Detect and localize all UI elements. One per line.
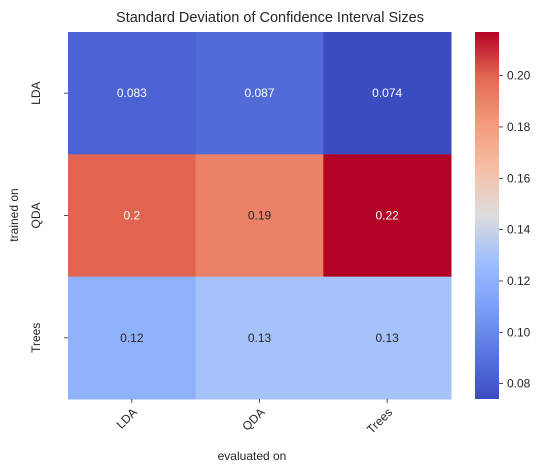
x-tick-label: QDA xyxy=(239,405,267,433)
heatmap-cell xyxy=(68,32,197,155)
cell-value-label: 0.22 xyxy=(375,209,399,223)
heatmap-cell xyxy=(323,154,452,278)
cell-value-label: 0.19 xyxy=(248,209,272,223)
colorbar-tick-label: 0.18 xyxy=(507,120,531,134)
colorbar-tick-label: 0.10 xyxy=(507,325,531,339)
colorbar-ticks: 0.08 0.10 0.12 0.14 0.16 0.18 0.20 xyxy=(499,69,531,391)
heatmap-cell xyxy=(195,276,324,400)
heatmap-cell xyxy=(323,276,452,400)
x-tick-label: LDA xyxy=(114,405,140,431)
colorbar-tick-label: 0.16 xyxy=(507,171,531,185)
colorbar xyxy=(475,32,499,399)
heatmap-cell xyxy=(195,32,324,155)
y-tick-label: Trees xyxy=(29,323,43,353)
colorbar-tick-label: 0.20 xyxy=(507,69,531,83)
chart-title: Standard Deviation of Confidence Interva… xyxy=(116,10,424,26)
x-axis-ticks: LDA QDA Trees xyxy=(114,399,395,437)
heatmap-cell xyxy=(68,276,197,400)
y-axis-ticks: LDA QDA Trees xyxy=(29,81,68,353)
cell-value-label: 0.087 xyxy=(244,86,274,100)
colorbar-tick-label: 0.12 xyxy=(507,274,531,288)
x-tick-label: Trees xyxy=(364,405,395,436)
colorbar-tick-label: 0.14 xyxy=(507,223,531,237)
heatmap-cell xyxy=(323,32,452,155)
cell-value-label: 0.13 xyxy=(375,331,399,345)
cell-value-label: 0.13 xyxy=(248,331,272,345)
cell-value-label: 0.074 xyxy=(372,86,402,100)
x-axis-label: evaluated on xyxy=(218,449,287,463)
cell-value-label: 0.083 xyxy=(117,86,147,100)
y-axis-label: trained on xyxy=(7,188,21,241)
cell-value-label: 0.12 xyxy=(120,331,144,345)
heatmap-cell xyxy=(68,154,197,278)
y-tick-label: LDA xyxy=(29,81,43,104)
y-tick-label: QDA xyxy=(29,202,43,228)
colorbar-tick-label: 0.08 xyxy=(507,377,531,391)
heatmap-cell xyxy=(195,154,324,278)
heatmap-cells: 0.083 0.087 0.074 0.2 0.19 0.22 0.12 0.13 0.13 xyxy=(68,32,452,400)
cell-value-label: 0.2 xyxy=(123,209,140,223)
